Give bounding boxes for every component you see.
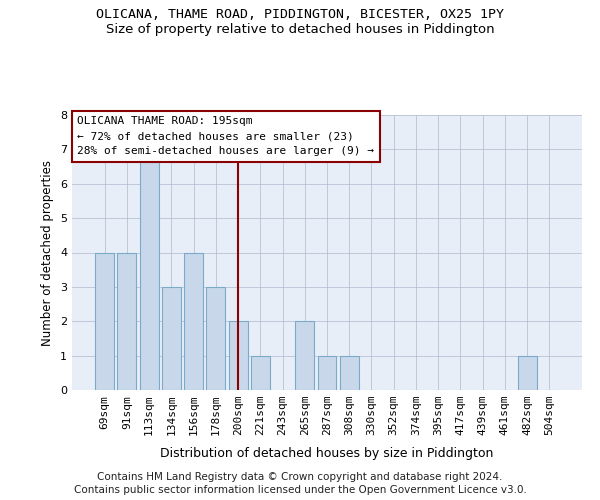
Bar <box>95 252 114 390</box>
Bar <box>317 356 337 390</box>
Text: Size of property relative to detached houses in Piddington: Size of property relative to detached ho… <box>106 22 494 36</box>
Bar <box>118 252 136 390</box>
Bar <box>184 252 203 390</box>
Text: OLICANA THAME ROAD: 195sqm
← 72% of detached houses are smaller (23)
28% of semi: OLICANA THAME ROAD: 195sqm ← 72% of deta… <box>77 116 374 156</box>
Bar <box>162 287 181 390</box>
Bar <box>251 356 270 390</box>
Bar <box>206 287 225 390</box>
Text: Contains public sector information licensed under the Open Government Licence v3: Contains public sector information licen… <box>74 485 526 495</box>
Bar <box>140 150 158 390</box>
Text: Contains HM Land Registry data © Crown copyright and database right 2024.: Contains HM Land Registry data © Crown c… <box>97 472 503 482</box>
Bar <box>340 356 359 390</box>
Bar <box>518 356 536 390</box>
Text: Distribution of detached houses by size in Piddington: Distribution of detached houses by size … <box>160 448 494 460</box>
Y-axis label: Number of detached properties: Number of detached properties <box>41 160 55 346</box>
Bar <box>229 322 248 390</box>
Bar <box>295 322 314 390</box>
Text: OLICANA, THAME ROAD, PIDDINGTON, BICESTER, OX25 1PY: OLICANA, THAME ROAD, PIDDINGTON, BICESTE… <box>96 8 504 20</box>
